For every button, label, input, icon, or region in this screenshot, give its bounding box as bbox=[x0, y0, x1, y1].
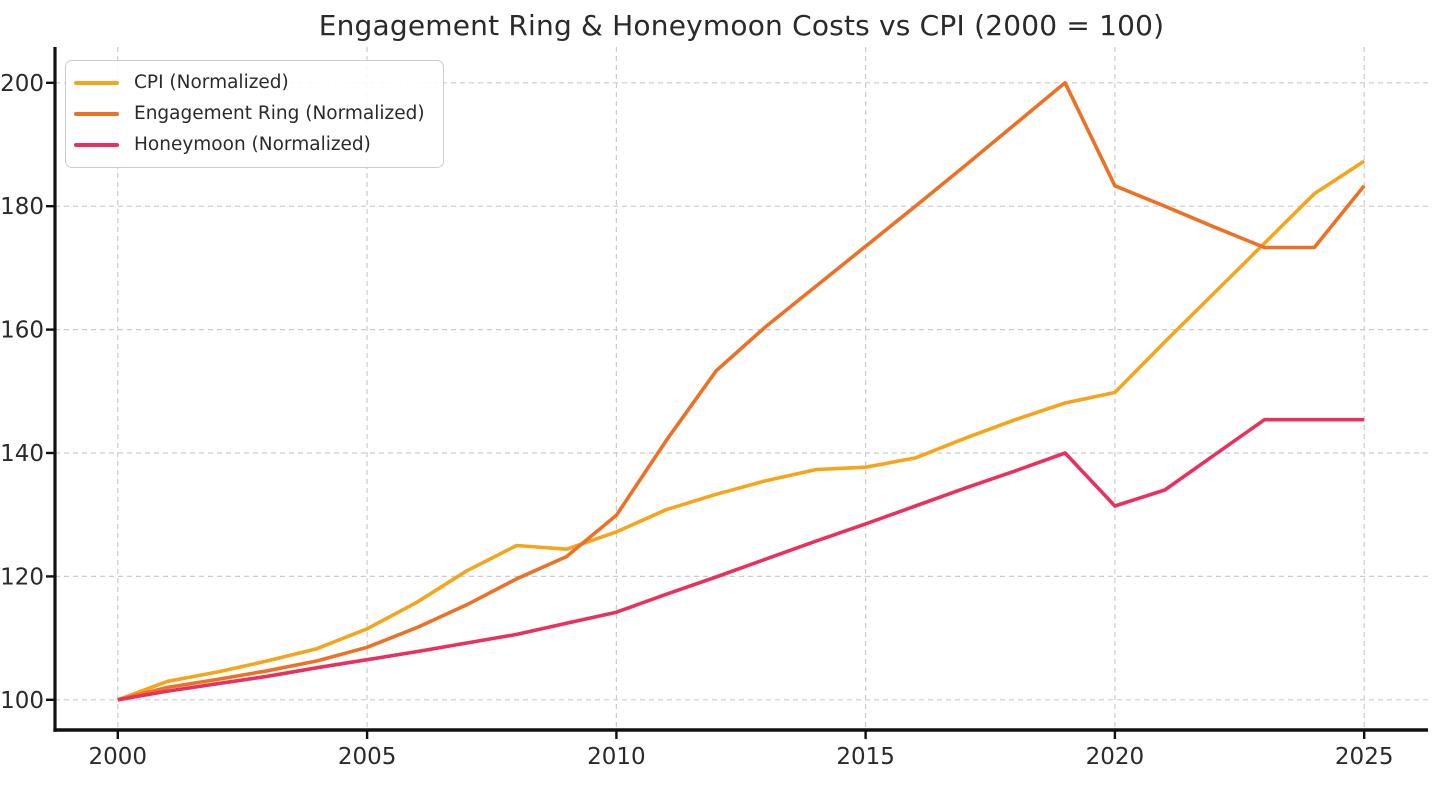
x-tick-label: 2000 bbox=[89, 744, 148, 770]
x-tick-label: 2005 bbox=[338, 744, 397, 770]
legend-swatch-icon bbox=[74, 80, 119, 85]
y-tick-label: 160 bbox=[0, 318, 44, 344]
x-tick-label: 2010 bbox=[587, 744, 646, 770]
x-tick-label: 2015 bbox=[836, 744, 895, 770]
legend-label: CPI (Normalized) bbox=[134, 72, 289, 93]
x-tick-label: 2020 bbox=[1086, 744, 1145, 770]
legend-item-honeymoon-normalized: Honeymoon (Normalized) bbox=[74, 129, 425, 160]
y-tick-label: 140 bbox=[0, 441, 44, 467]
legend: CPI (Normalized) Engagement Ring (Normali… bbox=[65, 60, 444, 168]
legend-swatch-icon bbox=[74, 111, 119, 116]
axes bbox=[46, 47, 1428, 739]
series-line-engagement-ring-normalized bbox=[117, 81, 1366, 702]
y-tick-label: 200 bbox=[0, 71, 44, 97]
legend-label: Honeymoon (Normalized) bbox=[134, 134, 371, 155]
y-tick-label: 100 bbox=[0, 688, 44, 714]
legend-item-cpi-normalized: CPI (Normalized) bbox=[74, 67, 425, 98]
series-line-honeymoon-normalized bbox=[117, 417, 1365, 702]
tick-labels: 2000 2005 2010 2015 2020 2025 100 120 140 160 180 2… bbox=[0, 71, 1393, 770]
y-tick-label: 180 bbox=[0, 194, 44, 220]
y-tick-label: 120 bbox=[0, 564, 44, 590]
chart-title: Engagement Ring & Honeymoon Costs vs CPI… bbox=[318, 9, 1165, 42]
legend-label: Engagement Ring (Normalized) bbox=[134, 103, 425, 124]
legend-swatch-icon bbox=[74, 142, 119, 147]
legend-item-engagement-ring-normalized: Engagement Ring (Normalized) bbox=[74, 98, 425, 129]
x-tick-label: 2025 bbox=[1335, 744, 1394, 770]
series-line-cpi-normalized bbox=[117, 159, 1366, 702]
